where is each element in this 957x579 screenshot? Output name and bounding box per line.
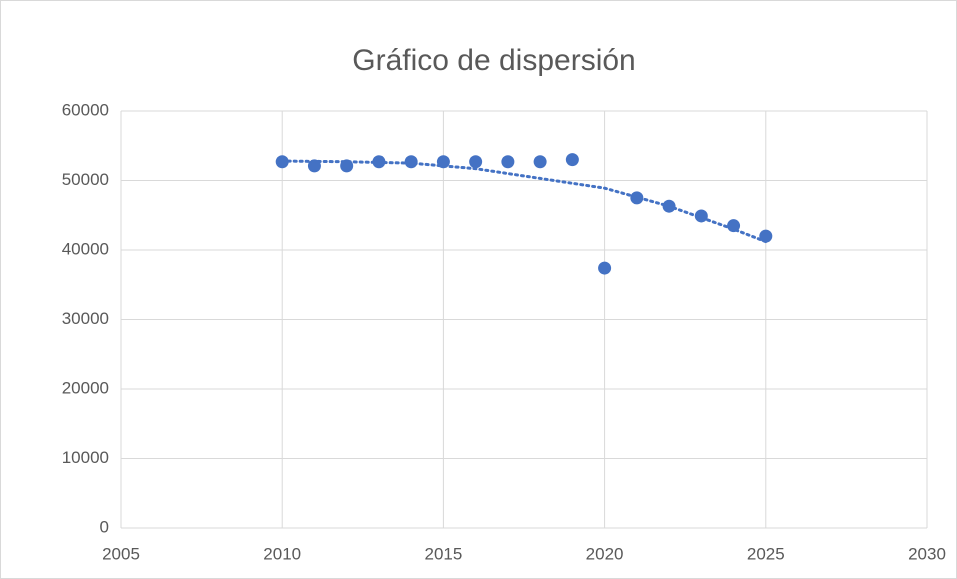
y-tick-label: 0 (100, 517, 109, 536)
x-tick-label: 2025 (747, 544, 785, 563)
point (404, 155, 418, 169)
chart-title: Gráfico de dispersión (352, 44, 635, 77)
point (662, 199, 676, 213)
point (340, 159, 354, 173)
point (727, 219, 741, 233)
point (598, 261, 612, 275)
y-tick-label: 20000 (62, 378, 109, 397)
point (469, 155, 483, 169)
y-tick-label: 10000 (62, 448, 109, 467)
point (533, 155, 547, 169)
x-tick-label: 2010 (263, 544, 301, 563)
x-tick-label: 2020 (586, 544, 624, 563)
y-tick-label: 30000 (62, 309, 109, 328)
x-tick-label: 2015 (424, 544, 462, 563)
point (565, 153, 579, 167)
point (501, 155, 515, 169)
point (630, 191, 644, 205)
point (275, 155, 289, 169)
point (694, 209, 708, 223)
y-tick-label: 50000 (62, 170, 109, 189)
y-tick-label: 60000 (62, 100, 109, 119)
y-tick-label: 40000 (62, 239, 109, 258)
x-tick-label: 2030 (908, 544, 946, 563)
trendline (280, 159, 768, 244)
point (436, 155, 450, 169)
point (759, 229, 773, 243)
x-tick-label: 2005 (102, 544, 140, 563)
point (372, 155, 386, 169)
point (307, 159, 321, 173)
